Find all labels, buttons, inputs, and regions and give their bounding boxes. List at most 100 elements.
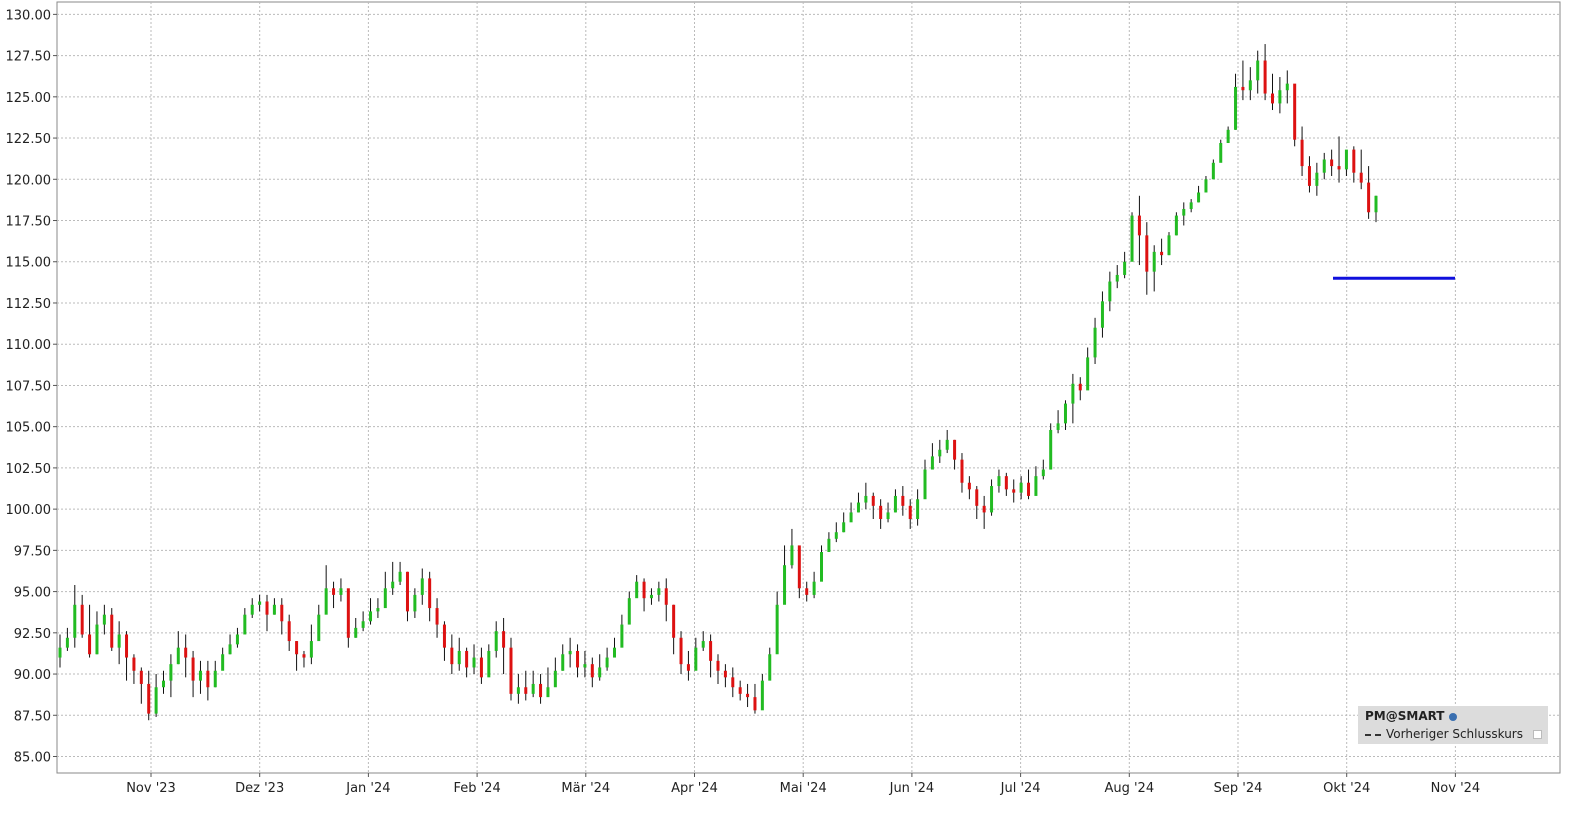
candle-body: [88, 634, 92, 655]
candle-body: [235, 634, 239, 645]
candle-body: [1300, 139, 1304, 167]
candle-body: [1241, 86, 1245, 91]
candle-body: [953, 439, 957, 460]
dashed-line-icon: [1365, 734, 1381, 736]
x-tick-label: Mär '24: [561, 781, 610, 796]
candle-body: [1034, 476, 1038, 496]
candle-body: [1130, 215, 1134, 262]
candle-body: [620, 624, 624, 648]
candle-body: [797, 545, 801, 589]
candle-body: [309, 641, 313, 658]
candle-body: [1174, 215, 1178, 236]
candle-body: [1086, 357, 1090, 391]
candle-body: [938, 449, 942, 457]
candle-body: [664, 588, 668, 605]
candle-body: [1093, 327, 1097, 358]
candle-body: [612, 647, 616, 658]
candle-body: [649, 594, 653, 599]
candle-body: [265, 601, 269, 615]
candle-body: [169, 664, 173, 681]
candle-body: [1004, 476, 1008, 490]
candle-body: [731, 677, 735, 688]
candle-body: [509, 647, 513, 694]
candle-body: [627, 598, 631, 625]
candle-body: [886, 512, 890, 520]
y-tick-label: 112.50: [6, 297, 52, 312]
candle-body: [1256, 60, 1260, 81]
candle-body: [302, 654, 306, 658]
x-tick-label: Jun '24: [889, 781, 935, 796]
candle-body: [820, 552, 824, 582]
candle-body: [479, 657, 483, 678]
candle-body: [893, 495, 897, 513]
candle-body: [435, 608, 439, 625]
candle-body: [1352, 149, 1356, 173]
candle-body: [923, 469, 927, 500]
y-tick-label: 125.00: [6, 91, 52, 106]
candle-body: [295, 641, 299, 655]
candle-body: [1071, 383, 1075, 404]
candle-body: [65, 637, 69, 648]
candle-body: [117, 634, 121, 648]
candle-body: [420, 578, 424, 595]
candle-body: [975, 489, 979, 506]
candle-body: [442, 624, 446, 648]
candle-body: [198, 670, 202, 681]
y-tick-label: 122.50: [6, 132, 52, 147]
candle-body: [879, 505, 883, 520]
candle-body: [672, 604, 676, 638]
candle-body: [1063, 403, 1067, 424]
legend-brand: PM@SMART: [1365, 709, 1445, 723]
candle-body: [1078, 383, 1082, 391]
y-tick-label: 120.00: [6, 173, 52, 188]
candle-body: [790, 545, 794, 566]
x-tick-label: Sep '24: [1214, 781, 1263, 796]
candle-body: [332, 588, 336, 595]
candle-body: [1270, 93, 1274, 104]
candle-body: [908, 505, 912, 520]
candle-body: [1189, 202, 1193, 209]
candle-body: [746, 693, 750, 698]
plot-area: [56, 1, 1561, 774]
candle-body: [1049, 429, 1053, 470]
y-tick-label: 87.50: [14, 709, 51, 724]
candle-body: [768, 654, 772, 681]
candle-body: [1344, 149, 1348, 170]
candle-body: [605, 657, 609, 668]
candle-body: [154, 687, 158, 714]
candle-body: [339, 588, 343, 595]
candle-body: [191, 657, 195, 681]
candle-body: [376, 608, 380, 612]
candle-body: [635, 581, 639, 599]
candle-body: [1234, 86, 1238, 130]
candle-body: [1367, 182, 1371, 213]
grid-layer: [56, 1, 1561, 774]
candle-body: [73, 604, 77, 638]
candle-body: [760, 680, 764, 711]
candle-body: [864, 495, 868, 503]
candle-body: [1145, 235, 1149, 272]
candle-body: [213, 670, 217, 688]
candle-body: [487, 650, 491, 678]
y-tick-label: 85.00: [14, 751, 51, 766]
candle-body: [472, 657, 476, 668]
x-tick-label: Mai '24: [780, 781, 827, 796]
candle-body: [723, 670, 727, 678]
legend-toggle-checkbox[interactable]: [1533, 730, 1542, 739]
candle-body: [102, 614, 106, 625]
candle-body: [147, 683, 151, 714]
candle-body: [280, 604, 284, 622]
x-tick-label: Nov '24: [1431, 781, 1481, 796]
candle-body: [960, 459, 964, 483]
y-tick-label: 97.50: [14, 544, 51, 559]
candle-body: [1248, 80, 1252, 91]
candle-body: [413, 594, 417, 612]
candle-body: [1123, 261, 1127, 275]
candle-body: [916, 499, 920, 520]
candle-body: [324, 588, 328, 615]
candle-body: [1197, 192, 1201, 203]
candle-body: [228, 644, 232, 655]
candle-body: [221, 654, 225, 671]
candle-body: [1226, 129, 1230, 144]
candle-body: [1293, 83, 1297, 140]
